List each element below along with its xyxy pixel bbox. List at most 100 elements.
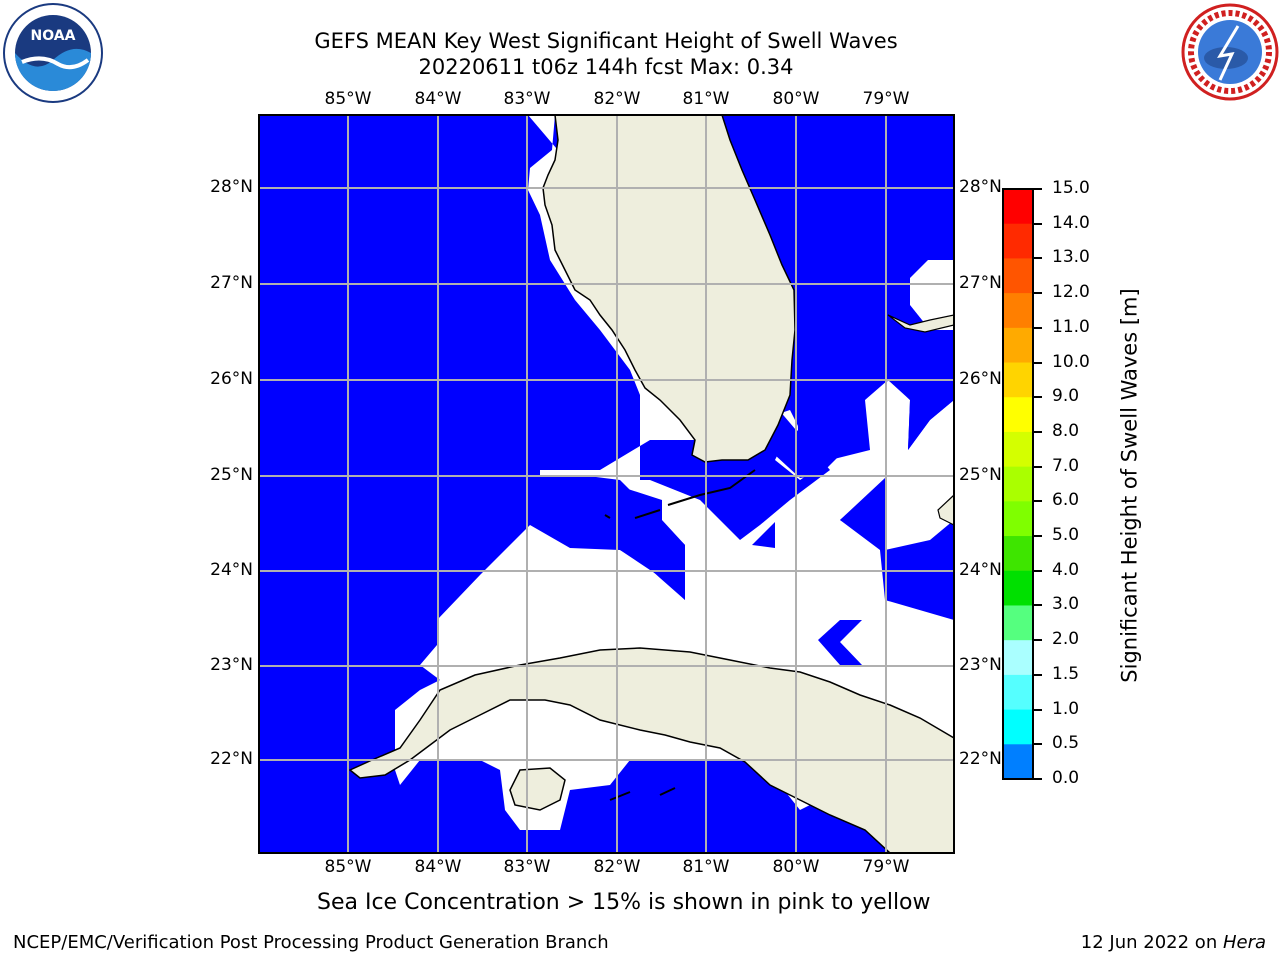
lat-label-left: 22°N — [210, 749, 253, 769]
colorbar-tick-label: 12.0 — [1052, 282, 1090, 303]
colorbar-tick-label: 1.5 — [1052, 663, 1080, 684]
colorbar-segment — [1003, 744, 1033, 780]
lat-label-left: 27°N — [210, 273, 253, 293]
cuba-land — [348, 647, 954, 853]
lon-label-bottom: 82°W — [593, 857, 641, 877]
colorbar-tick-mark — [1034, 500, 1042, 503]
colorbar-tick-mark — [1034, 396, 1042, 399]
florida-land — [542, 115, 796, 463]
colorbar-tick-mark — [1034, 604, 1042, 607]
nws-logo — [1181, 3, 1279, 101]
colorbar-tick-label: 2.0 — [1052, 629, 1080, 650]
svg-text:NOAA: NOAA — [31, 28, 76, 44]
lat-label-left: 24°N — [210, 560, 253, 580]
colorbar-segment — [1003, 327, 1033, 364]
chart-subtitle: 20220611 t06z 144h fcst Max: 0.34 — [418, 55, 794, 79]
sea-ice-note: Sea Ice Concentration > 15% is shown in … — [317, 890, 931, 915]
lat-label-left: 26°N — [210, 369, 253, 389]
chart-title: GEFS MEAN Key West Significant Height of… — [314, 29, 898, 53]
lon-label-top: 84°W — [414, 89, 462, 109]
colorbar-segment — [1003, 536, 1033, 572]
lat-label-right: 26°N — [959, 369, 1002, 389]
colorbar-tick-label: 13.0 — [1052, 247, 1090, 268]
colorbar-tick-label: 3.0 — [1052, 594, 1080, 615]
lon-label-top: 82°W — [593, 89, 641, 109]
lat-label-left: 23°N — [210, 655, 253, 675]
lat-label-right: 27°N — [959, 273, 1002, 293]
lat-label-right: 28°N — [959, 177, 1002, 197]
lat-label-left: 28°N — [210, 177, 253, 197]
colorbar-tick-mark — [1034, 326, 1042, 329]
lon-label-top: 81°W — [682, 89, 730, 109]
noaa-logo: NOAA — [3, 3, 103, 103]
colorbar-segment — [1003, 605, 1033, 641]
colorbar-segment — [1003, 258, 1033, 294]
colorbar-tick-label: 6.0 — [1052, 490, 1080, 511]
colorbar-tick-mark — [1034, 361, 1042, 364]
colorbar-segment — [1003, 189, 1033, 225]
footer-credit: NCEP/EMC/Verification Post Processing Pr… — [13, 932, 609, 953]
lon-label-top: 83°W — [503, 89, 551, 109]
lat-label-right: 22°N — [959, 749, 1002, 769]
colorbar-tick-label: 0.5 — [1052, 733, 1080, 754]
lon-label-bottom: 81°W — [682, 857, 730, 877]
colorbar-tick-mark — [1034, 535, 1042, 538]
colorbar-tick-label: 0.0 — [1052, 768, 1080, 788]
lon-label-bottom: 79°W — [862, 857, 910, 877]
colorbar-tick-label: 14.0 — [1052, 212, 1090, 233]
colorbar-tick-label: 1.0 — [1052, 698, 1080, 719]
colorbar-segment — [1003, 501, 1033, 537]
colorbar-segment — [1003, 293, 1033, 329]
colorbar-tick-mark — [1034, 569, 1042, 572]
colorbar-segment — [1003, 223, 1033, 259]
colorbar-segment — [1003, 397, 1033, 433]
colorbar-tick-label: 15.0 — [1052, 178, 1090, 198]
colorbar-segment — [1003, 431, 1033, 468]
graticule — [259, 115, 954, 853]
colorbar-segment — [1003, 640, 1033, 676]
colorbar-tick-mark — [1034, 778, 1042, 780]
map-frame — [258, 114, 955, 854]
bahamas-land-south — [937, 494, 954, 526]
isla-juventud-land — [509, 767, 566, 811]
colorbar-tick-label: 10.0 — [1052, 351, 1090, 372]
footer-date: 12 Jun 2022 on Hera — [1081, 932, 1266, 953]
colorbar-tick-label: 7.0 — [1052, 455, 1080, 476]
lon-label-top: 85°W — [324, 89, 372, 109]
colorbar-tick-mark — [1034, 708, 1042, 711]
colorbar-tick-mark — [1034, 430, 1042, 433]
lat-label-right: 24°N — [959, 560, 1002, 580]
colorbar-tick-mark — [1034, 465, 1042, 468]
lon-label-top: 79°W — [862, 89, 910, 109]
colorbar-tick-label: 5.0 — [1052, 525, 1080, 546]
colorbar-segment — [1003, 674, 1033, 711]
lon-label-bottom: 83°W — [503, 857, 551, 877]
colorbar-segment — [1003, 570, 1033, 606]
colorbar-tick-label: 4.0 — [1052, 559, 1080, 580]
colorbar-tick-label: 9.0 — [1052, 386, 1080, 407]
colorbar-tick-mark — [1034, 292, 1042, 295]
bahamas-land — [887, 314, 954, 333]
colorbar-tick-mark — [1034, 188, 1042, 190]
lon-label-top: 80°W — [772, 89, 820, 109]
lon-label-bottom: 84°W — [414, 857, 462, 877]
lon-label-bottom: 85°W — [324, 857, 372, 877]
colorbar-tick-label: 8.0 — [1052, 420, 1080, 441]
lat-label-right: 23°N — [959, 655, 1002, 675]
colorbar-tick-mark — [1034, 222, 1042, 225]
colorbar-tick-mark — [1034, 743, 1042, 746]
colorbar-label-text: Significant Height of Swell Waves [m] — [1117, 288, 1142, 683]
lat-label-left: 25°N — [210, 465, 253, 485]
colorbar-label: Significant Height of Swell Waves [m] — [1117, 286, 1144, 686]
footer-host: Hera — [1222, 932, 1266, 953]
colorbar-segment — [1003, 362, 1033, 398]
colorbar — [1002, 188, 1034, 780]
colorbar-tick-label: 11.0 — [1052, 316, 1090, 337]
cuba-cays — [609, 787, 676, 801]
colorbar-segment — [1003, 709, 1033, 745]
colorbar-segment — [1003, 466, 1033, 502]
florida-keys — [604, 469, 756, 519]
lat-label-right: 25°N — [959, 465, 1002, 485]
colorbar-tick-mark — [1034, 257, 1042, 260]
